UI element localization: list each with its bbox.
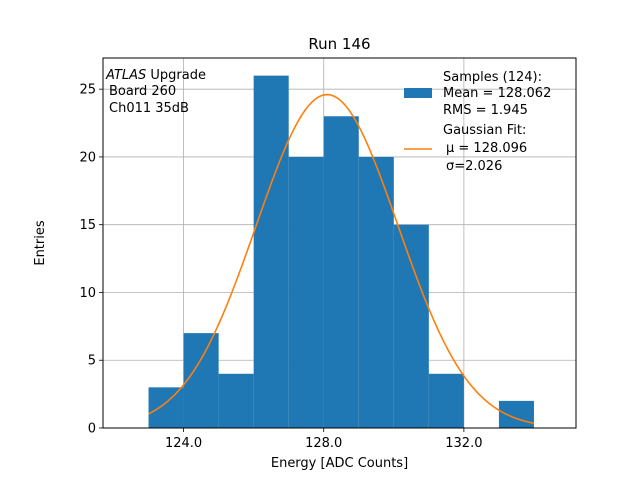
- axis-ticks: 124.0 128.0 132.0 0 5 10 15 20 25: [79, 83, 482, 451]
- gaussian-fit-curve: [148, 93, 535, 425]
- histogram-bar: [183, 333, 219, 428]
- annotation-line-2: Board 260: [109, 84, 176, 99]
- histogram-bar: [218, 373, 254, 428]
- histogram-bar: [323, 116, 359, 429]
- annotation-line-1: ATLAS Upgrade: [105, 68, 206, 83]
- plot-frame: [102, 57, 577, 429]
- histogram-bars: [148, 75, 534, 429]
- histogram-bar: [428, 373, 464, 428]
- legend: Samples (124): Mean = 128.062 RMS = 1.94…: [404, 70, 551, 174]
- histogram-bar: [288, 156, 324, 428]
- legend-samples-title: Samples (124):: [443, 70, 542, 85]
- legend-samples-swatch: [404, 88, 432, 98]
- legend-samples-rms: RMS = 1.945: [443, 103, 528, 118]
- histogram-bar: [148, 387, 184, 428]
- legend-samples-mean: Mean = 128.062: [443, 86, 551, 101]
- x-axis-label: Energy [ADC Counts]: [271, 456, 408, 471]
- gaussian-fit: [148, 93, 535, 425]
- atlas-annotation: ATLAS Upgrade Board 260 Ch011 35dB: [105, 68, 206, 116]
- y-tick-label: 15: [79, 218, 96, 233]
- y-tick-label: 0: [88, 422, 96, 437]
- legend-fit-title: Gaussian Fit:: [443, 123, 526, 138]
- histogram-bar: [358, 156, 394, 428]
- y-tick-label: 20: [79, 150, 96, 165]
- x-tick-label: 124.0: [165, 436, 202, 451]
- annotation-atlas: ATLAS: [105, 68, 146, 83]
- x-tick-label: 132.0: [445, 436, 482, 451]
- y-axis-label: Entries: [33, 220, 48, 266]
- legend-fit-mu: μ = 128.096: [446, 141, 527, 156]
- histogram-bar: [393, 224, 429, 428]
- x-tick-label: 128.0: [305, 436, 342, 451]
- y-tick-label: 25: [79, 83, 96, 98]
- y-tick-label: 5: [88, 354, 96, 369]
- histogram-bar: [253, 75, 289, 428]
- y-tick-label: 10: [79, 286, 96, 301]
- legend-fit-sigma: σ=2.026: [446, 159, 502, 174]
- annotation-line-3: Ch011 35dB: [109, 101, 189, 116]
- histogram-bar: [498, 400, 534, 428]
- annotation-upgrade: Upgrade: [146, 68, 206, 83]
- chart-title: Run 146: [308, 35, 370, 53]
